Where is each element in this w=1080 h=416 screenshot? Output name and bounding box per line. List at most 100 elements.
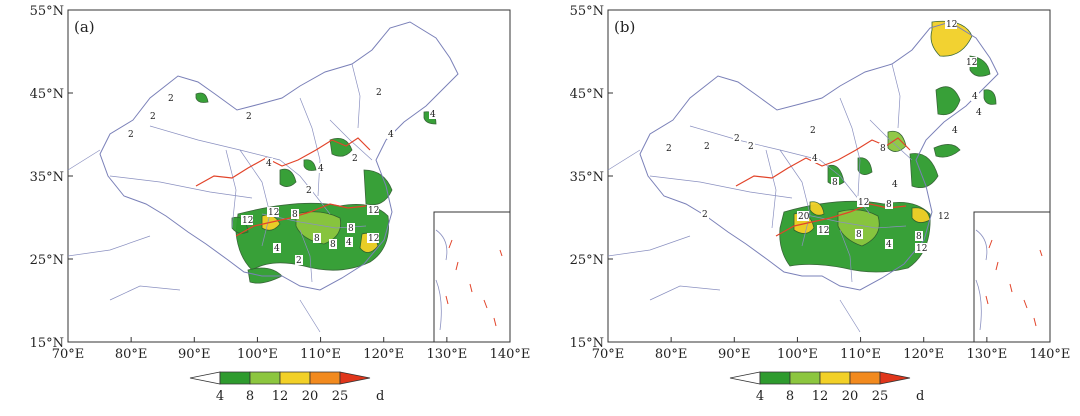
shaded-region (933, 144, 961, 158)
contour-label: 12 (916, 244, 927, 254)
x-tick-label: 110°E (300, 347, 341, 362)
contour-label-bg (891, 179, 899, 189)
contour-label-bg (831, 177, 839, 187)
colorbar-segment (819, 371, 851, 385)
province-boundary (839, 97, 861, 197)
contour-label: 4 (972, 92, 978, 102)
contour-label: 2 (666, 144, 672, 154)
contour-label-bg (329, 239, 337, 249)
country-boundary (639, 21, 999, 291)
x-tick-label: 80°E (655, 347, 688, 362)
contour-label-bg (951, 125, 959, 135)
contour-label: 12 (938, 212, 949, 222)
contour-label: 8 (880, 144, 886, 154)
colorbar-tick-label: 25 (332, 389, 349, 404)
colorbar-tick-label: 8 (246, 389, 254, 404)
contour-label: 2 (734, 134, 740, 144)
province-boundary (869, 119, 913, 161)
contour-label: 2 (150, 112, 156, 122)
contour-label: 8 (886, 200, 892, 210)
neighbour-boundary (607, 149, 861, 333)
shaded-region (983, 89, 997, 105)
province-boundary (329, 119, 373, 161)
contour-label: 8 (330, 240, 336, 250)
contour-label-bg (305, 185, 313, 195)
x-tick-label: 120°E (903, 347, 944, 362)
x-tick-label: 70°E (592, 347, 625, 362)
contour-label: 12 (818, 226, 829, 236)
contour-label-bg (167, 93, 175, 103)
contour-label: 4 (886, 240, 892, 250)
contour-label-bg (885, 239, 893, 249)
contour-label-bg (317, 163, 325, 173)
colorbar-unit: d (376, 389, 384, 404)
x-tick-label: 100°E (237, 347, 278, 362)
province-boundary (149, 125, 281, 161)
province-boundary (109, 175, 253, 199)
x-tick-label: 120°E (363, 347, 404, 362)
contour-label: 4 (266, 159, 272, 169)
colorbar-segment (849, 371, 881, 385)
province-boundary (225, 149, 237, 229)
y-tick-label: 55°N (30, 4, 64, 19)
contour-label-bg (149, 111, 157, 121)
contour-label-bg (945, 19, 957, 29)
inset-box (433, 211, 511, 343)
colorbar-tick-label: 8 (786, 389, 794, 404)
x-tick-label: 80°E (115, 347, 148, 362)
province-boundary (765, 149, 777, 229)
y-tick-label: 15°N (570, 336, 604, 351)
x-tick-label: 110°E (840, 347, 881, 362)
contour-label-bg (809, 125, 817, 135)
y-tick-label: 25°N (570, 253, 604, 268)
contour-label: 4 (274, 244, 280, 254)
contour-label-bg (265, 158, 273, 168)
contour-label: 2 (128, 130, 134, 140)
contour-label-bg (375, 87, 383, 97)
inset-coast (975, 229, 988, 331)
contour-label: 20 (798, 212, 810, 222)
contour-label-bg (665, 143, 673, 153)
contour-label-bg (797, 211, 809, 221)
y-tick-label: 35°N (570, 170, 604, 185)
panel-label: (a) (74, 18, 95, 36)
x-tick-label: 90°E (178, 347, 211, 362)
contour-label-bg (937, 211, 949, 221)
x-tick-label: 100°E (777, 347, 818, 362)
contour-label-bg (915, 231, 923, 241)
contour-label: 4 (892, 180, 898, 190)
contour-label: 12 (946, 20, 957, 30)
shaded-region (303, 159, 317, 171)
colorbar-segment (789, 371, 821, 385)
province-boundary (649, 175, 793, 199)
x-tick-label: 130°E (966, 347, 1007, 362)
contour-label: 12 (268, 208, 279, 218)
province-boundary (839, 229, 853, 283)
shaded-region (363, 169, 393, 206)
contour-label-bg (703, 141, 711, 151)
contour-label-bg (429, 109, 437, 119)
contour-label: 2 (704, 142, 710, 152)
shaded-region (935, 86, 961, 116)
inset-box (973, 211, 1051, 343)
contour-label: 4 (812, 154, 818, 164)
colorbar-unit: d (916, 389, 924, 404)
contour-label-bg (345, 237, 353, 247)
shaded-region (837, 209, 880, 247)
contour-label-bg (885, 199, 893, 209)
country-boundary (99, 21, 459, 291)
x-tick-label: 90°E (718, 347, 751, 362)
x-tick-label: 140°E (1030, 347, 1071, 362)
contour-label-bg (817, 225, 829, 235)
contour-label: 4 (430, 110, 436, 120)
colorbar-segment (309, 371, 341, 385)
province-boundary (801, 213, 907, 229)
contour-label: 12 (368, 206, 379, 216)
contour-label-bg (879, 143, 887, 153)
contour-label-bg (367, 205, 379, 215)
contour-label-bg (313, 233, 321, 243)
contour-label-bg (811, 153, 819, 163)
inset-coast (435, 229, 448, 331)
contour-label: 4 (976, 108, 982, 118)
